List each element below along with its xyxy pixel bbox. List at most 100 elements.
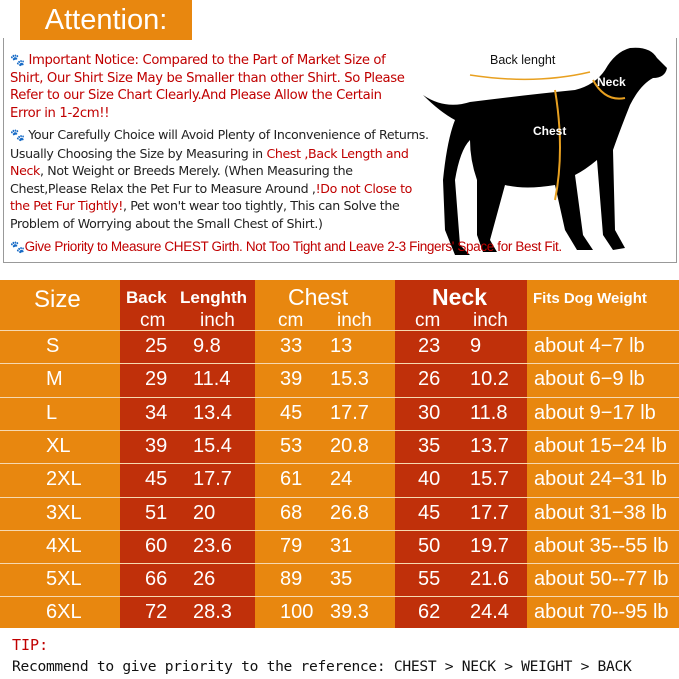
cell-size: M [46, 368, 63, 391]
notice-text-2c: , Not Weight or Breeds Merely. (When Mea… [10, 163, 353, 196]
cell-back-cm: 29 [145, 368, 168, 391]
back-length-label: Back lenght [490, 53, 556, 67]
cell-chest-inch: 31 [330, 534, 353, 557]
notice-text-2e: , Pet won't wear too tightly, This can S… [10, 198, 400, 231]
cell-chest-inch: 24 [330, 468, 353, 491]
cell-neck-inch: 17.7 [470, 501, 509, 524]
header-chest: Chest [288, 284, 349, 310]
cell-back-inch: 9.8 [193, 335, 221, 357]
tip-text: Recommend to give priority to the refere… [12, 658, 632, 675]
size-chart-table: Size Back Lenghth Chest Neck Fits Dog We… [0, 280, 679, 628]
cell-chest-cm: 61 [280, 468, 303, 491]
paw-icon: 🐾 [10, 240, 25, 254]
cell-neck-inch: 9 [470, 335, 482, 357]
cell-back-inch: 26 [193, 568, 216, 591]
cell-weight: about 24−31 lb [534, 468, 667, 491]
cell-neck-inch: 21.6 [470, 568, 509, 591]
cell-back-cm: 39 [145, 434, 168, 457]
important-notice: 🐾 Important Notice: Compared to the Part… [10, 52, 415, 122]
cell-back-cm: 45 [145, 468, 168, 491]
dog-silhouette-icon [423, 47, 667, 255]
cell-weight: about 9−17 lb [534, 401, 656, 424]
cell-chest-inch: 13 [330, 335, 353, 357]
header-chest-inch: inch [337, 310, 372, 331]
cell-neck-inch: 19.7 [470, 534, 509, 557]
header-size: Size [34, 286, 81, 313]
cell-back-inch: 20 [193, 501, 216, 524]
cell-chest-cm: 53 [280, 434, 303, 457]
measuring-notice: 🐾 Your Carefully Choice will Avoid Plent… [10, 126, 430, 232]
paw-icon: 🐾 [10, 53, 25, 67]
cell-back-cm: 60 [145, 534, 168, 557]
back-length-column [120, 280, 255, 628]
cell-back-cm: 66 [145, 568, 168, 591]
cell-neck-cm: 35 [418, 434, 441, 457]
header-length: Lenghth [180, 288, 248, 307]
header-neck: Neck [432, 284, 487, 310]
row-divider [0, 596, 679, 598]
cell-back-inch: 28.3 [193, 601, 232, 624]
header-weight: Fits Dog Weight [533, 290, 647, 307]
neck-label: Neck [597, 75, 626, 89]
cell-back-inch: 15.4 [193, 434, 232, 457]
notice-text-3: Give Priority to Measure CHEST Girth. No… [24, 239, 563, 254]
cell-chest-inch: 20.8 [330, 434, 369, 457]
cell-size: XL [46, 434, 71, 457]
cell-back-inch: 11.4 [193, 368, 231, 391]
chest-label: Chest [533, 124, 567, 138]
cell-weight: about 4−7 lb [534, 335, 645, 357]
cell-size: 3XL [46, 501, 82, 524]
cell-neck-cm: 45 [418, 501, 441, 524]
cell-chest-cm: 79 [280, 534, 303, 557]
cell-neck-cm: 55 [418, 568, 441, 591]
row-divider [0, 463, 679, 465]
cell-neck-cm: 50 [418, 534, 441, 557]
cell-neck-cm: 30 [418, 401, 441, 424]
row-divider [0, 529, 679, 531]
cell-chest-cm: 45 [280, 401, 303, 424]
chest-column [255, 280, 395, 628]
cell-weight: about 50--77 lb [534, 568, 669, 591]
cell-back-cm: 72 [145, 601, 168, 624]
notice-box [3, 38, 677, 263]
cell-size: 4XL [46, 534, 82, 557]
cell-chest-cm: 39 [280, 368, 303, 391]
cell-back-cm: 34 [145, 401, 168, 424]
notice-text-2b: Chest ,Back Length and Neck [10, 145, 409, 179]
cell-chest-inch: 39.3 [330, 601, 369, 624]
cell-weight: about 6−9 lb [534, 368, 645, 391]
header-back-inch: inch [200, 310, 235, 331]
header-neck-inch: inch [473, 310, 508, 331]
row-divider [0, 363, 679, 365]
cell-neck-inch: 15.7 [470, 468, 509, 491]
cell-neck-inch: 10.2 [470, 368, 509, 391]
cell-neck-cm: 26 [418, 368, 441, 391]
notice-text-2d: !Do not Close to the Pet Fur Tightly! [10, 180, 413, 214]
cell-neck-cm: 40 [418, 468, 441, 491]
header-neck-cm: cm [415, 310, 441, 331]
cell-neck-inch: 24.4 [470, 601, 509, 624]
row-divider [0, 330, 679, 331]
cell-chest-inch: 26.8 [330, 501, 369, 524]
attention-banner: Attention: [20, 0, 192, 40]
cell-chest-cm: 68 [280, 501, 303, 524]
neck-column [395, 280, 527, 628]
row-divider [0, 563, 679, 565]
cell-size: 2XL [46, 468, 82, 491]
cell-back-inch: 17.7 [193, 468, 232, 491]
header-chest-cm: cm [278, 310, 304, 331]
cell-back-inch: 23.6 [193, 534, 232, 557]
dog-diagram: Back lenght Neck Chest [415, 40, 675, 260]
row-divider [0, 429, 679, 431]
cell-neck-cm: 62 [418, 601, 441, 624]
cell-chest-inch: 17.7 [330, 401, 369, 424]
cell-size: S [46, 335, 60, 357]
cell-weight: about 31−38 lb [534, 501, 667, 524]
cell-back-inch: 13.4 [193, 401, 232, 424]
cell-chest-inch: 15.3 [330, 368, 369, 391]
chest-priority-notice: 🐾Give Priority to Measure CHEST Girth. N… [10, 238, 670, 257]
notice-text-1: Important Notice: Compared to the Part o… [10, 53, 405, 121]
cell-chest-cm: 89 [280, 568, 303, 591]
tip-label: TIP: [12, 636, 49, 654]
cell-size: L [46, 401, 58, 424]
